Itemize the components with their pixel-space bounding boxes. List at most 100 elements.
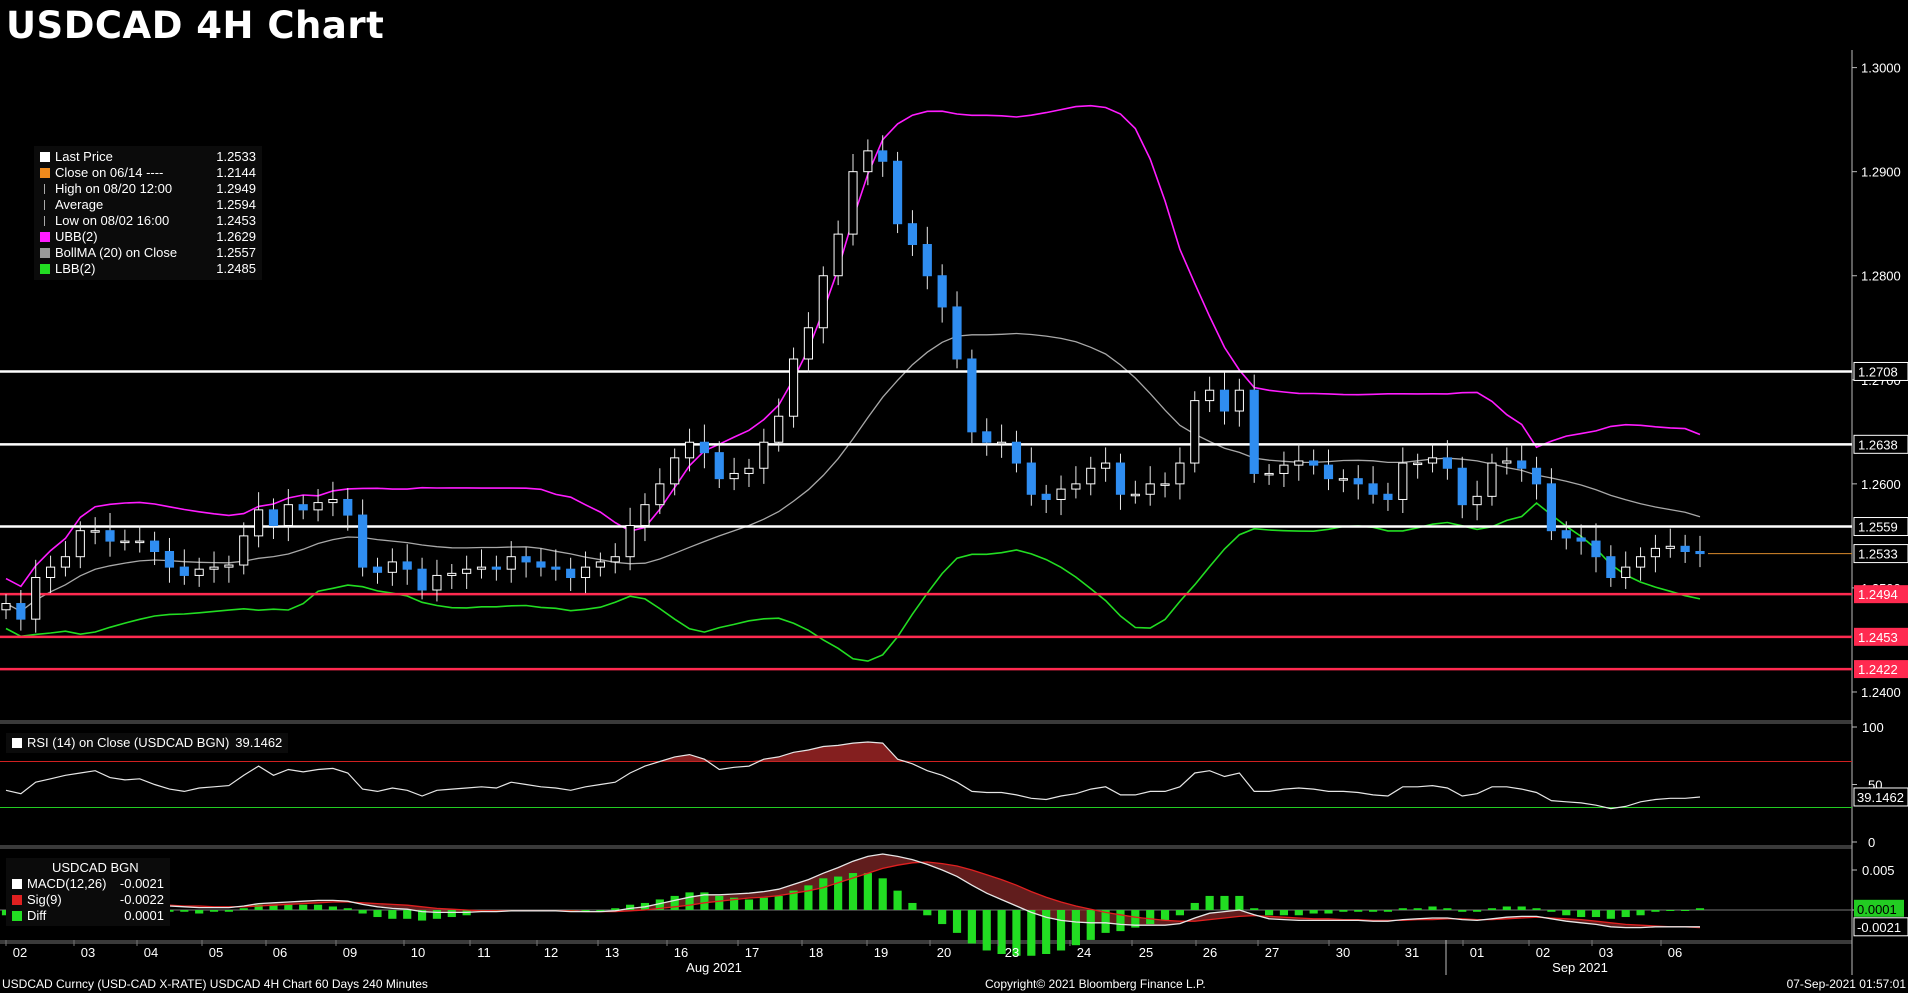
candle-up [788,358,799,417]
price-tick-label: 1.2900 [1861,165,1901,180]
macd-diff-bar [1,910,11,916]
macd-diff-bar [1532,908,1541,910]
legend-label: LBB(2) [55,261,96,276]
macd-legend-row: Diff 0.0001 [12,908,164,924]
candle-down [1368,483,1378,495]
macd-diff-bar [715,895,724,910]
candle-up [1665,545,1675,549]
candle-up [803,327,814,360]
macd-legend-label: Diff [27,908,47,923]
candle-down [16,603,26,620]
candle-down [1591,540,1601,558]
macd-diff-bar [239,908,248,910]
candle-up [1205,389,1215,402]
price-legend: Last Price 1.2533 Close on 06/14 ---- 1.214… [34,146,262,280]
candle-up [774,415,784,443]
footer-source: USDCAD Curncy (USD-CAD X-RATE) USDCAD 4H… [2,977,428,991]
candle-down [1442,457,1452,469]
x-tick-label: 27 [1265,945,1279,960]
rsi-value: 39.1462 [235,735,283,750]
macd-diff-bar [388,910,397,919]
macd-diff-bar [254,904,263,910]
candle-down [1561,530,1571,539]
x-tick-label: 19 [874,945,888,960]
macd-diff-bar [655,899,664,910]
candle-up [462,568,472,574]
macd-diff-bar [1517,906,1526,910]
macd-diff-bar [1666,910,1675,911]
support-label-box [1854,627,1908,646]
price-tick-label: 1.2600 [1861,477,1901,492]
rsi-value-box [1853,787,1908,807]
macd-diff-bar [1220,895,1229,910]
candle-up [670,457,680,485]
candle-up [1279,464,1289,474]
macd-diff-bar [804,885,813,910]
legend-label: Low on 08/02 16:00 [55,213,170,228]
x-tick-label: 02 [13,945,27,960]
candle-down [298,504,308,511]
candle-up [45,566,56,579]
candle-down [922,244,932,277]
legend-value: 1.2949 [216,181,256,196]
candle-down [1546,483,1556,532]
macd-value-label: -0.0021 [1857,920,1901,935]
macd-diff-bar [1621,910,1630,918]
x-tick-label: 09 [343,945,357,960]
resistance-label-box [1853,517,1908,537]
candle-up [1487,462,1497,497]
macd-diff-bar [611,908,620,910]
macd-diff-bar [581,910,590,911]
macd-diff-bar [967,910,976,944]
macd-diff-bar [343,908,352,910]
footer-timestamp: 07-Sep-2021 01:57:01 [1786,977,1906,991]
last-price-label: 1.2533 [1858,547,1898,562]
resistance-label: 1.2708 [1858,364,1898,379]
macd-diff-bar [1175,910,1184,916]
macd-diff-bar [1250,908,1259,910]
macd-diff-bar [1487,908,1497,910]
support-label: 1.2422 [1858,662,1898,677]
macd-diff-bar [1502,906,1511,910]
candle-down [179,566,189,576]
macd-diff-bar [1160,910,1170,921]
macd-diff-bar [358,910,367,914]
footer-bar: USDCAD Curncy (USD-CAD X-RATE) USDCAD 4H… [0,976,1908,993]
x-tick-label: 13 [605,945,619,960]
macd-diff-bar [1695,908,1705,910]
legend-row: High on 08/20 12:00 1.2949 [40,181,256,197]
candle-up [997,441,1007,445]
bollma-swatch-icon [40,248,50,258]
macd-legend-label: Sig(9) [27,892,62,907]
candle-up [506,556,516,570]
legend-row: LBB(2) 1.2485 [40,261,256,277]
macd-legend-swatch-icon [12,895,22,905]
macd-value-box [1853,917,1908,937]
candle-up [1413,462,1423,466]
rsi-tick-label: 0 [1868,835,1875,850]
candle-up [476,566,487,570]
candle-down [878,150,888,162]
low-marker-icon [44,216,50,226]
legend-row: Average 1.2594 [40,197,256,213]
last-price-label-box [1853,544,1908,564]
macd-diff-bar [626,904,635,910]
candle-up [387,561,397,573]
candle-up [1086,467,1096,485]
candle-down [417,568,427,591]
macd-tick-label: 0.005 [1862,863,1895,878]
rsi-swatch [12,738,22,748]
candle-down [1576,537,1586,542]
candle-down [1353,478,1363,485]
x-tick-label: 02 [1536,945,1550,960]
candle-up [595,561,605,568]
candle-up [1502,460,1512,464]
candle-up [818,275,828,329]
candle-down [491,566,501,570]
candle-up [729,472,739,480]
candle-down [937,275,947,308]
macd-diff-bar [373,910,382,918]
resistance-label-box [1853,361,1908,381]
candle-up [224,564,234,568]
